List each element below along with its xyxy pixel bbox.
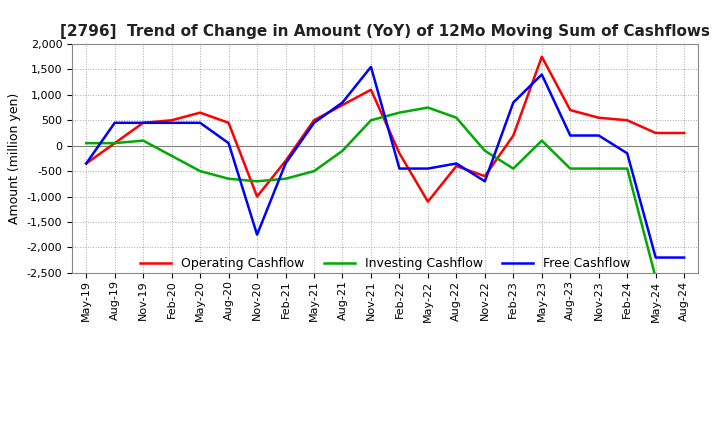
Title: [2796]  Trend of Change in Amount (YoY) of 12Mo Moving Sum of Cashflows: [2796] Trend of Change in Amount (YoY) o… — [60, 24, 710, 39]
Operating Cashflow — [110, 140, 119, 146]
Operating Cashflow — [139, 120, 148, 125]
Investing Cashflow — [452, 115, 461, 121]
Investing Cashflow — [623, 166, 631, 171]
Operating Cashflow — [395, 150, 404, 156]
Free Cashflow — [480, 179, 489, 184]
Free Cashflow — [652, 255, 660, 260]
Investing Cashflow — [395, 110, 404, 115]
Free Cashflow — [167, 120, 176, 125]
Operating Cashflow — [338, 103, 347, 108]
Investing Cashflow — [366, 117, 375, 123]
Free Cashflow — [282, 161, 290, 166]
Investing Cashflow — [566, 166, 575, 171]
Investing Cashflow — [680, 275, 688, 281]
Operating Cashflow — [282, 158, 290, 164]
Operating Cashflow — [366, 87, 375, 92]
Investing Cashflow — [537, 138, 546, 143]
Free Cashflow — [82, 161, 91, 166]
Free Cashflow — [595, 133, 603, 138]
Operating Cashflow — [680, 130, 688, 136]
Free Cashflow — [423, 166, 432, 171]
Line: Operating Cashflow: Operating Cashflow — [86, 57, 684, 202]
Operating Cashflow — [253, 194, 261, 199]
Investing Cashflow — [480, 148, 489, 154]
Free Cashflow — [253, 232, 261, 237]
Free Cashflow — [196, 120, 204, 125]
Free Cashflow — [366, 64, 375, 70]
Investing Cashflow — [139, 138, 148, 143]
Free Cashflow — [452, 161, 461, 166]
Free Cashflow — [110, 120, 119, 125]
Investing Cashflow — [253, 179, 261, 184]
Investing Cashflow — [82, 140, 91, 146]
Free Cashflow — [139, 120, 148, 125]
Investing Cashflow — [509, 166, 518, 171]
Operating Cashflow — [167, 117, 176, 123]
Operating Cashflow — [423, 199, 432, 204]
Investing Cashflow — [652, 275, 660, 281]
Free Cashflow — [338, 100, 347, 105]
Operating Cashflow — [196, 110, 204, 115]
Free Cashflow — [225, 140, 233, 146]
Investing Cashflow — [167, 153, 176, 158]
Operating Cashflow — [537, 54, 546, 59]
Investing Cashflow — [110, 140, 119, 146]
Y-axis label: Amount (million yen): Amount (million yen) — [8, 93, 21, 224]
Free Cashflow — [566, 133, 575, 138]
Operating Cashflow — [480, 173, 489, 179]
Free Cashflow — [537, 72, 546, 77]
Free Cashflow — [680, 255, 688, 260]
Operating Cashflow — [595, 115, 603, 121]
Free Cashflow — [623, 150, 631, 156]
Investing Cashflow — [338, 148, 347, 154]
Operating Cashflow — [652, 130, 660, 136]
Operating Cashflow — [82, 161, 91, 166]
Investing Cashflow — [310, 169, 318, 174]
Investing Cashflow — [225, 176, 233, 181]
Investing Cashflow — [595, 166, 603, 171]
Operating Cashflow — [310, 117, 318, 123]
Operating Cashflow — [623, 117, 631, 123]
Line: Investing Cashflow: Investing Cashflow — [86, 107, 684, 278]
Line: Free Cashflow: Free Cashflow — [86, 67, 684, 257]
Investing Cashflow — [196, 169, 204, 174]
Investing Cashflow — [423, 105, 432, 110]
Investing Cashflow — [282, 176, 290, 181]
Operating Cashflow — [452, 163, 461, 169]
Free Cashflow — [509, 100, 518, 105]
Legend: Operating Cashflow, Investing Cashflow, Free Cashflow: Operating Cashflow, Investing Cashflow, … — [135, 252, 635, 275]
Operating Cashflow — [225, 120, 233, 125]
Free Cashflow — [310, 120, 318, 125]
Operating Cashflow — [509, 133, 518, 138]
Operating Cashflow — [566, 107, 575, 113]
Free Cashflow — [395, 166, 404, 171]
